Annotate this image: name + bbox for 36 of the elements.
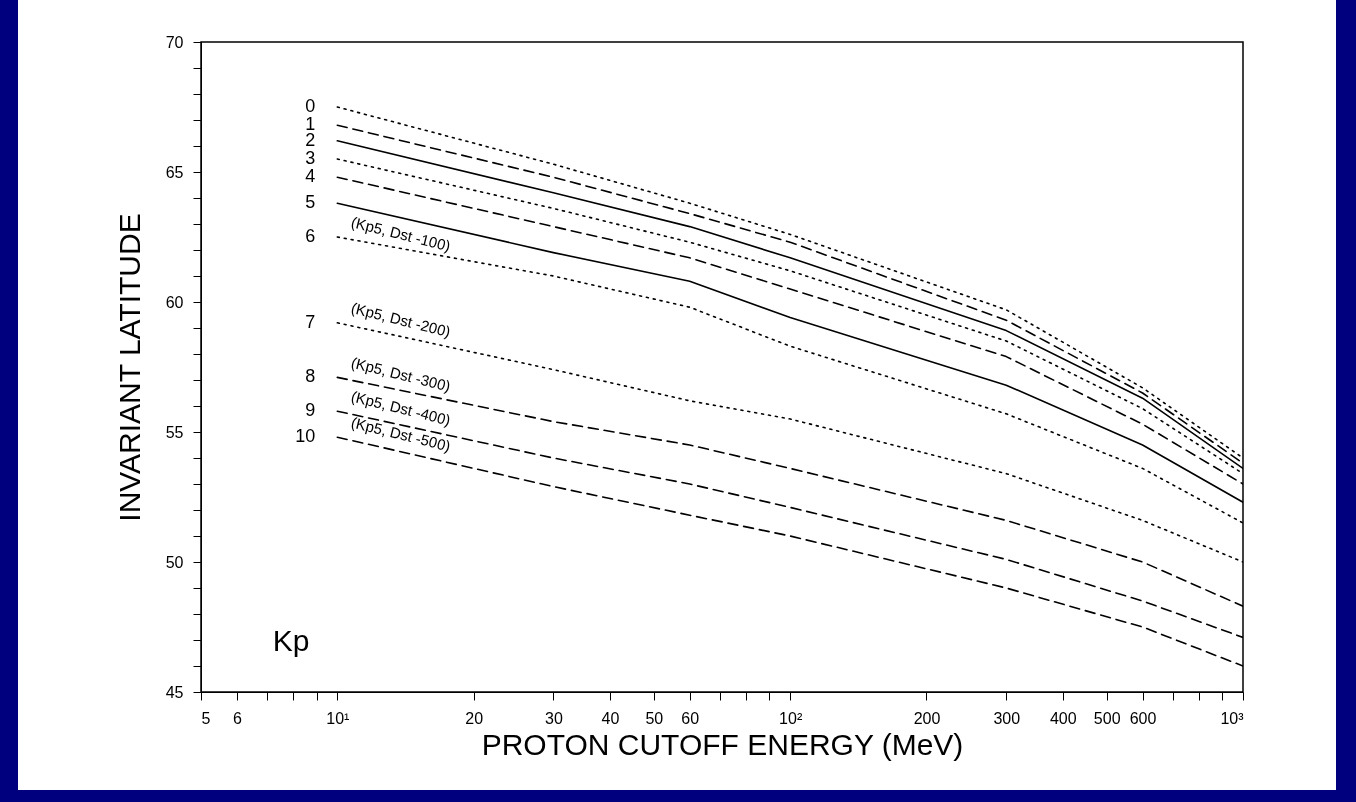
series-label: 10 <box>295 426 316 447</box>
x-tick-label: 10² <box>779 709 803 727</box>
x-tick-label: 400 <box>1049 709 1077 727</box>
y-tick-label: 45 <box>165 683 184 701</box>
x-tick-label: 10³ <box>1220 709 1245 727</box>
x-tick-label: 50 <box>645 709 664 727</box>
x-axis-title: PROTON CUTOFF ENERGY (MeV) <box>481 727 964 761</box>
series-label: 8 <box>305 366 316 387</box>
series-label: 0 <box>305 96 316 116</box>
x-tick-label: 500 <box>1093 709 1121 727</box>
y-tick-label: 55 <box>165 423 184 441</box>
x-tick-label: 200 <box>913 709 941 727</box>
x-tick-label: 20 <box>465 709 484 727</box>
y-tick-label: 70 <box>165 33 184 51</box>
x-tick-label: 6 <box>232 709 242 727</box>
legend-title: Kp <box>272 624 310 657</box>
x-tick-label: 10¹ <box>326 709 350 727</box>
y-axis-title: INVARIANT LATITUDE <box>112 213 146 522</box>
y-tick-label: 65 <box>165 163 184 181</box>
annotation: (Kp5, Dst -100) <box>349 213 453 255</box>
series-label: 2 <box>305 129 316 150</box>
series-label: 6 <box>305 226 316 246</box>
x-tick-label: 60 <box>681 709 700 727</box>
x-tick-label: 300 <box>993 709 1021 727</box>
series-label: 4 <box>305 166 316 187</box>
annotation: (Kp5, Dst -200) <box>349 299 453 341</box>
series-label: 5 <box>305 192 316 213</box>
x-tick-label: 40 <box>601 709 620 727</box>
y-tick-label: 50 <box>165 553 184 571</box>
series-label: 3 <box>305 148 316 168</box>
series-label: 9 <box>305 400 316 421</box>
x-tick-label: 30 <box>544 709 563 727</box>
y-tick-label: 60 <box>165 293 184 311</box>
x-tick-label: 5 <box>201 709 211 727</box>
x-tick-label: 600 <box>1129 709 1157 727</box>
series-label: 7 <box>305 311 316 332</box>
